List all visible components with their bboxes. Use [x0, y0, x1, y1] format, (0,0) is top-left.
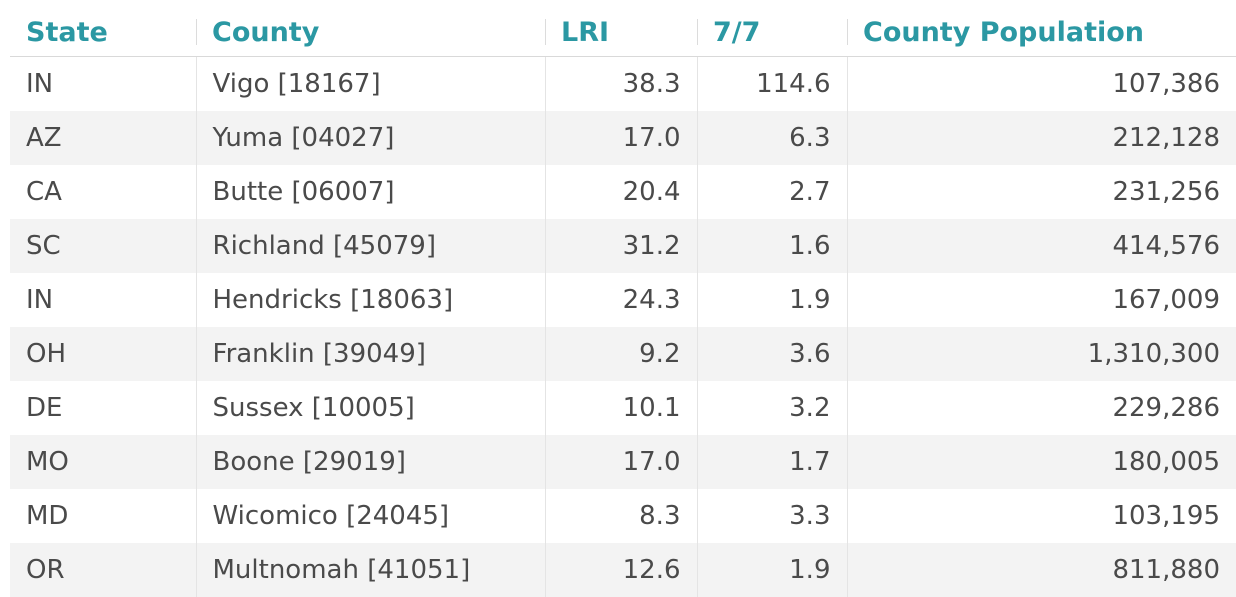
cell-7-7: 1.6 [697, 219, 847, 273]
cell-county-population: 811,880 [847, 543, 1236, 597]
cell-lri: 9.2 [545, 327, 697, 381]
cell-county-population: 229,286 [847, 381, 1236, 435]
cell-county: Sussex [10005] [196, 381, 545, 435]
cell-state: AZ [10, 111, 196, 165]
cell-7-7: 3.2 [697, 381, 847, 435]
cell-lri: 12.6 [545, 543, 697, 597]
cell-state: OH [10, 327, 196, 381]
cell-state: DE [10, 381, 196, 435]
cell-county: Multnomah [41051] [196, 543, 545, 597]
cell-lri: 38.3 [545, 57, 697, 112]
cell-state: CA [10, 165, 196, 219]
cell-state: SC [10, 219, 196, 273]
cell-county: Butte [06007] [196, 165, 545, 219]
county-data-table: State County LRI 7/7 County Population I… [10, 8, 1236, 597]
cell-county-population: 103,195 [847, 489, 1236, 543]
cell-lri: 10.1 [545, 381, 697, 435]
cell-county-population: 212,128 [847, 111, 1236, 165]
cell-lri: 17.0 [545, 111, 697, 165]
cell-county: Franklin [39049] [196, 327, 545, 381]
cell-lri: 17.0 [545, 435, 697, 489]
cell-7-7: 3.6 [697, 327, 847, 381]
cell-state: IN [10, 57, 196, 112]
column-header-county[interactable]: County [196, 8, 545, 57]
cell-state: MO [10, 435, 196, 489]
cell-county: Boone [29019] [196, 435, 545, 489]
cell-county: Hendricks [18063] [196, 273, 545, 327]
cell-county-population: 1,310,300 [847, 327, 1236, 381]
cell-county: Yuma [04027] [196, 111, 545, 165]
cell-7-7: 2.7 [697, 165, 847, 219]
cell-lri: 20.4 [545, 165, 697, 219]
cell-state: IN [10, 273, 196, 327]
cell-lri: 24.3 [545, 273, 697, 327]
cell-county-population: 107,386 [847, 57, 1236, 112]
cell-7-7: 114.6 [697, 57, 847, 112]
cell-7-7: 1.9 [697, 543, 847, 597]
cell-county: Richland [45079] [196, 219, 545, 273]
cell-county: Vigo [18167] [196, 57, 545, 112]
column-header-state[interactable]: State [10, 8, 196, 57]
column-header-county-population[interactable]: County Population [847, 8, 1236, 57]
cell-county-population: 231,256 [847, 165, 1236, 219]
cell-county: Wicomico [24045] [196, 489, 545, 543]
cell-lri: 8.3 [545, 489, 697, 543]
cell-county-population: 414,576 [847, 219, 1236, 273]
cell-7-7: 1.9 [697, 273, 847, 327]
column-header-7-7[interactable]: 7/7 [697, 8, 847, 57]
cell-7-7: 1.7 [697, 435, 847, 489]
table-header: State County LRI 7/7 County Population [10, 8, 1236, 57]
cell-state: OR [10, 543, 196, 597]
cell-county-population: 167,009 [847, 273, 1236, 327]
column-header-lri[interactable]: LRI [545, 8, 697, 57]
header-row: State County LRI 7/7 County Population [10, 8, 1236, 57]
cell-state: MD [10, 489, 196, 543]
cell-7-7: 3.3 [697, 489, 847, 543]
cell-lri: 31.2 [545, 219, 697, 273]
cell-county-population: 180,005 [847, 435, 1236, 489]
cell-7-7: 6.3 [697, 111, 847, 165]
